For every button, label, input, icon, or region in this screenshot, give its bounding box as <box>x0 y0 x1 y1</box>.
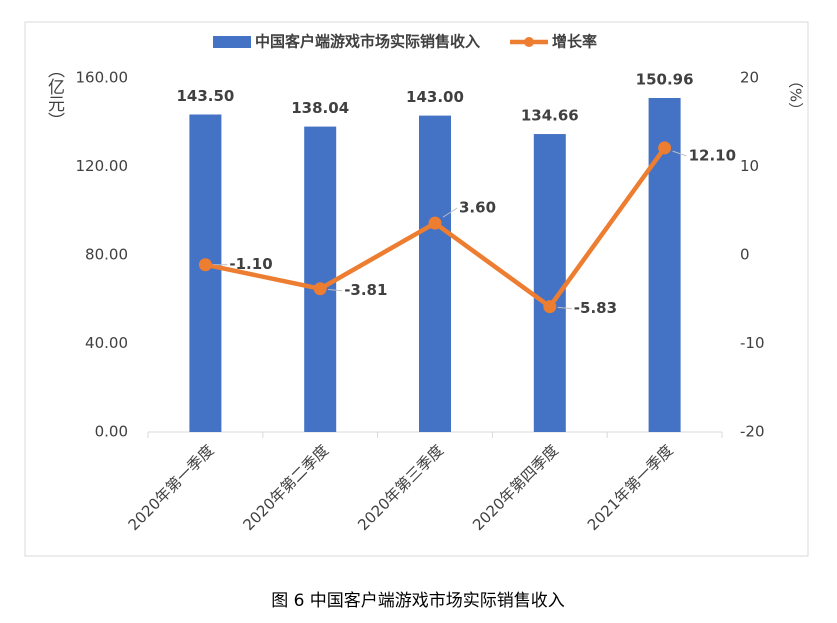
value-label: -5.83 <box>574 299 617 317</box>
y-tick-label: 80.00 <box>85 246 128 264</box>
caption: 图 6 中国客户端游戏市场实际销售收入 <box>271 591 565 611</box>
value-label: 150.96 <box>636 71 694 89</box>
y2-tick-label: 20 <box>740 69 759 87</box>
leader-line <box>557 306 572 310</box>
legend-swatch <box>524 37 535 47</box>
bar <box>304 126 337 433</box>
y2-tick-label: 0 <box>740 246 750 264</box>
y2-tick-label: -20 <box>740 423 765 441</box>
value-label: 143.50 <box>176 87 234 105</box>
y-tick-label: 0.00 <box>95 423 128 441</box>
legend-label: 中国客户端游戏市场实际销售收入 <box>255 33 480 51</box>
value-label: -1.10 <box>229 255 272 273</box>
value-label: 138.04 <box>291 99 349 117</box>
y-tick-label: 120.00 <box>76 157 129 175</box>
value-label: 12.10 <box>689 146 736 164</box>
value-label: -3.81 <box>344 281 387 299</box>
bar <box>189 114 222 432</box>
legend-label: 增长率 <box>552 33 597 51</box>
value-label: 3.60 <box>459 199 496 217</box>
y-tick-label: 160.00 <box>76 69 129 87</box>
leader-line <box>328 289 343 292</box>
value-label: 134.66 <box>521 107 579 125</box>
legend-swatch <box>213 36 251 48</box>
line-marker <box>428 216 442 230</box>
bar <box>533 134 566 432</box>
leader-line <box>442 207 458 218</box>
leader-line <box>672 150 687 157</box>
line-marker <box>313 282 327 296</box>
value-label: 143.00 <box>406 88 464 106</box>
y-tick-label: 40.00 <box>85 334 128 352</box>
y2-tick-label: 10 <box>740 157 759 175</box>
y-axis-label: （亿元） <box>44 61 65 129</box>
y2-axis-label: （%） <box>787 73 805 117</box>
bar <box>419 115 451 433</box>
line-marker <box>543 300 557 314</box>
line-marker <box>658 141 672 155</box>
y2-tick-label: -10 <box>740 334 765 352</box>
line-marker <box>198 258 212 272</box>
